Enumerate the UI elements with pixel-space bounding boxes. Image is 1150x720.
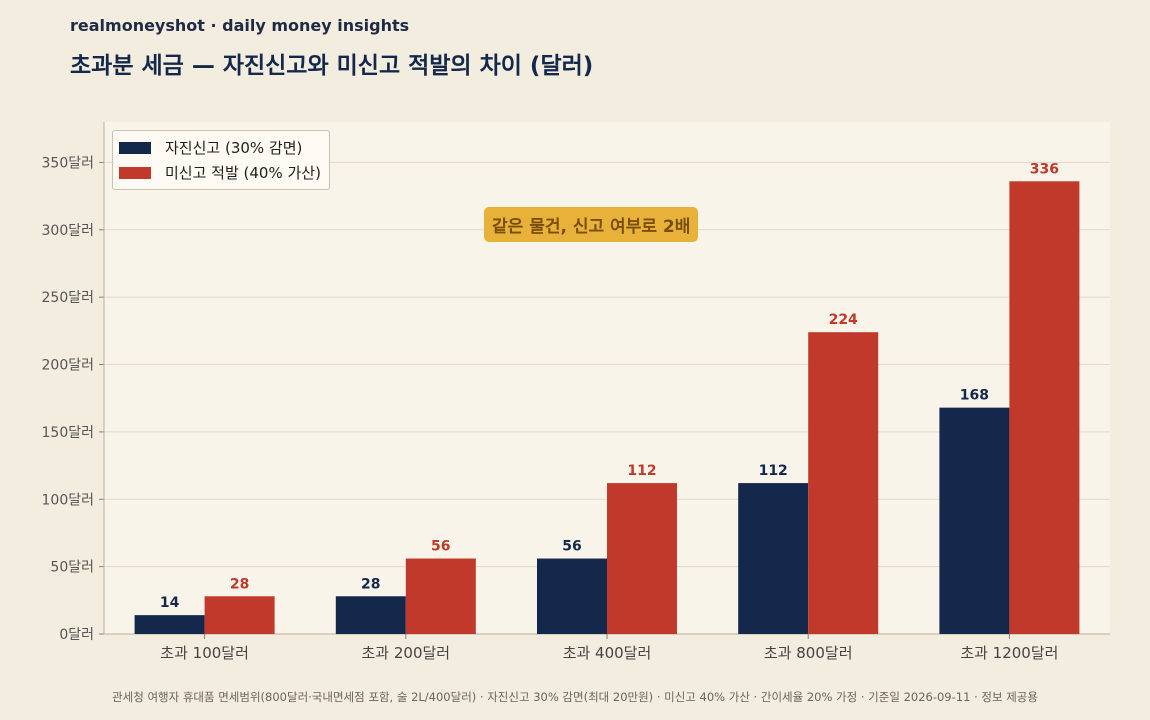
footer-note: 관세청 여행자 휴대품 면세범위(800달러·국내면세점 포함, 술 2L/40… xyxy=(112,690,1038,704)
legend-label-self-report: 자진신고 (30% 감면) xyxy=(165,139,303,157)
data-label: 168 xyxy=(960,388,989,404)
data-label: 112 xyxy=(759,463,788,479)
bar-self-report xyxy=(537,558,607,634)
annotation-callout: 같은 물건, 신고 여부로 2배 xyxy=(484,207,699,242)
bar-undeclared xyxy=(1009,181,1080,634)
x-tick-label: 초과 100달러 xyxy=(160,644,249,662)
bar-undeclared xyxy=(607,483,677,634)
bar-undeclared xyxy=(405,558,476,634)
x-tick-label: 초과 200달러 xyxy=(361,644,450,662)
legend-item-undeclared: 미신고 적발 (40% 가산) xyxy=(119,160,321,185)
bar-self-report xyxy=(335,596,406,634)
bar-self-report xyxy=(738,483,809,634)
bar-undeclared xyxy=(808,332,879,634)
y-tick-label: 150달러 xyxy=(42,425,94,441)
brand-subtitle: realmoneyshot · daily money insights xyxy=(70,16,410,35)
y-tick-label: 350달러 xyxy=(42,155,94,171)
legend: 자진신고 (30% 감면) 미신고 적발 (40% 가산) xyxy=(112,130,330,190)
legend-item-self-report: 자진신고 (30% 감면) xyxy=(119,135,321,160)
data-label: 28 xyxy=(361,576,380,592)
y-tick-label: 200달러 xyxy=(42,358,94,374)
data-label: 14 xyxy=(160,595,180,611)
y-tick-label: 0달러 xyxy=(59,627,94,643)
bar-self-report xyxy=(134,615,205,634)
y-tick-label: 300달러 xyxy=(42,223,94,239)
data-label: 224 xyxy=(829,312,858,328)
legend-swatch-self-report xyxy=(119,141,151,154)
bar-undeclared xyxy=(204,596,275,634)
data-label: 56 xyxy=(562,539,581,555)
legend-label-undeclared: 미신고 적발 (40% 가산) xyxy=(165,164,321,182)
x-tick-label: 초과 400달러 xyxy=(563,644,652,662)
legend-swatch-undeclared xyxy=(119,166,151,179)
x-tick-label: 초과 1200달러 xyxy=(960,644,1058,662)
y-tick-label: 250달러 xyxy=(42,290,94,306)
y-tick-label: 100달러 xyxy=(42,492,94,508)
data-label: 28 xyxy=(230,576,249,592)
bar-self-report xyxy=(939,407,1010,634)
data-label: 56 xyxy=(431,539,450,555)
chart-title: 초과분 세금 — 자진신고와 미신고 적발의 차이 (달러) xyxy=(70,53,594,79)
data-label: 112 xyxy=(627,463,656,479)
y-tick-label: 50달러 xyxy=(50,560,94,576)
x-tick-label: 초과 800달러 xyxy=(764,644,853,662)
data-label: 336 xyxy=(1030,161,1059,177)
